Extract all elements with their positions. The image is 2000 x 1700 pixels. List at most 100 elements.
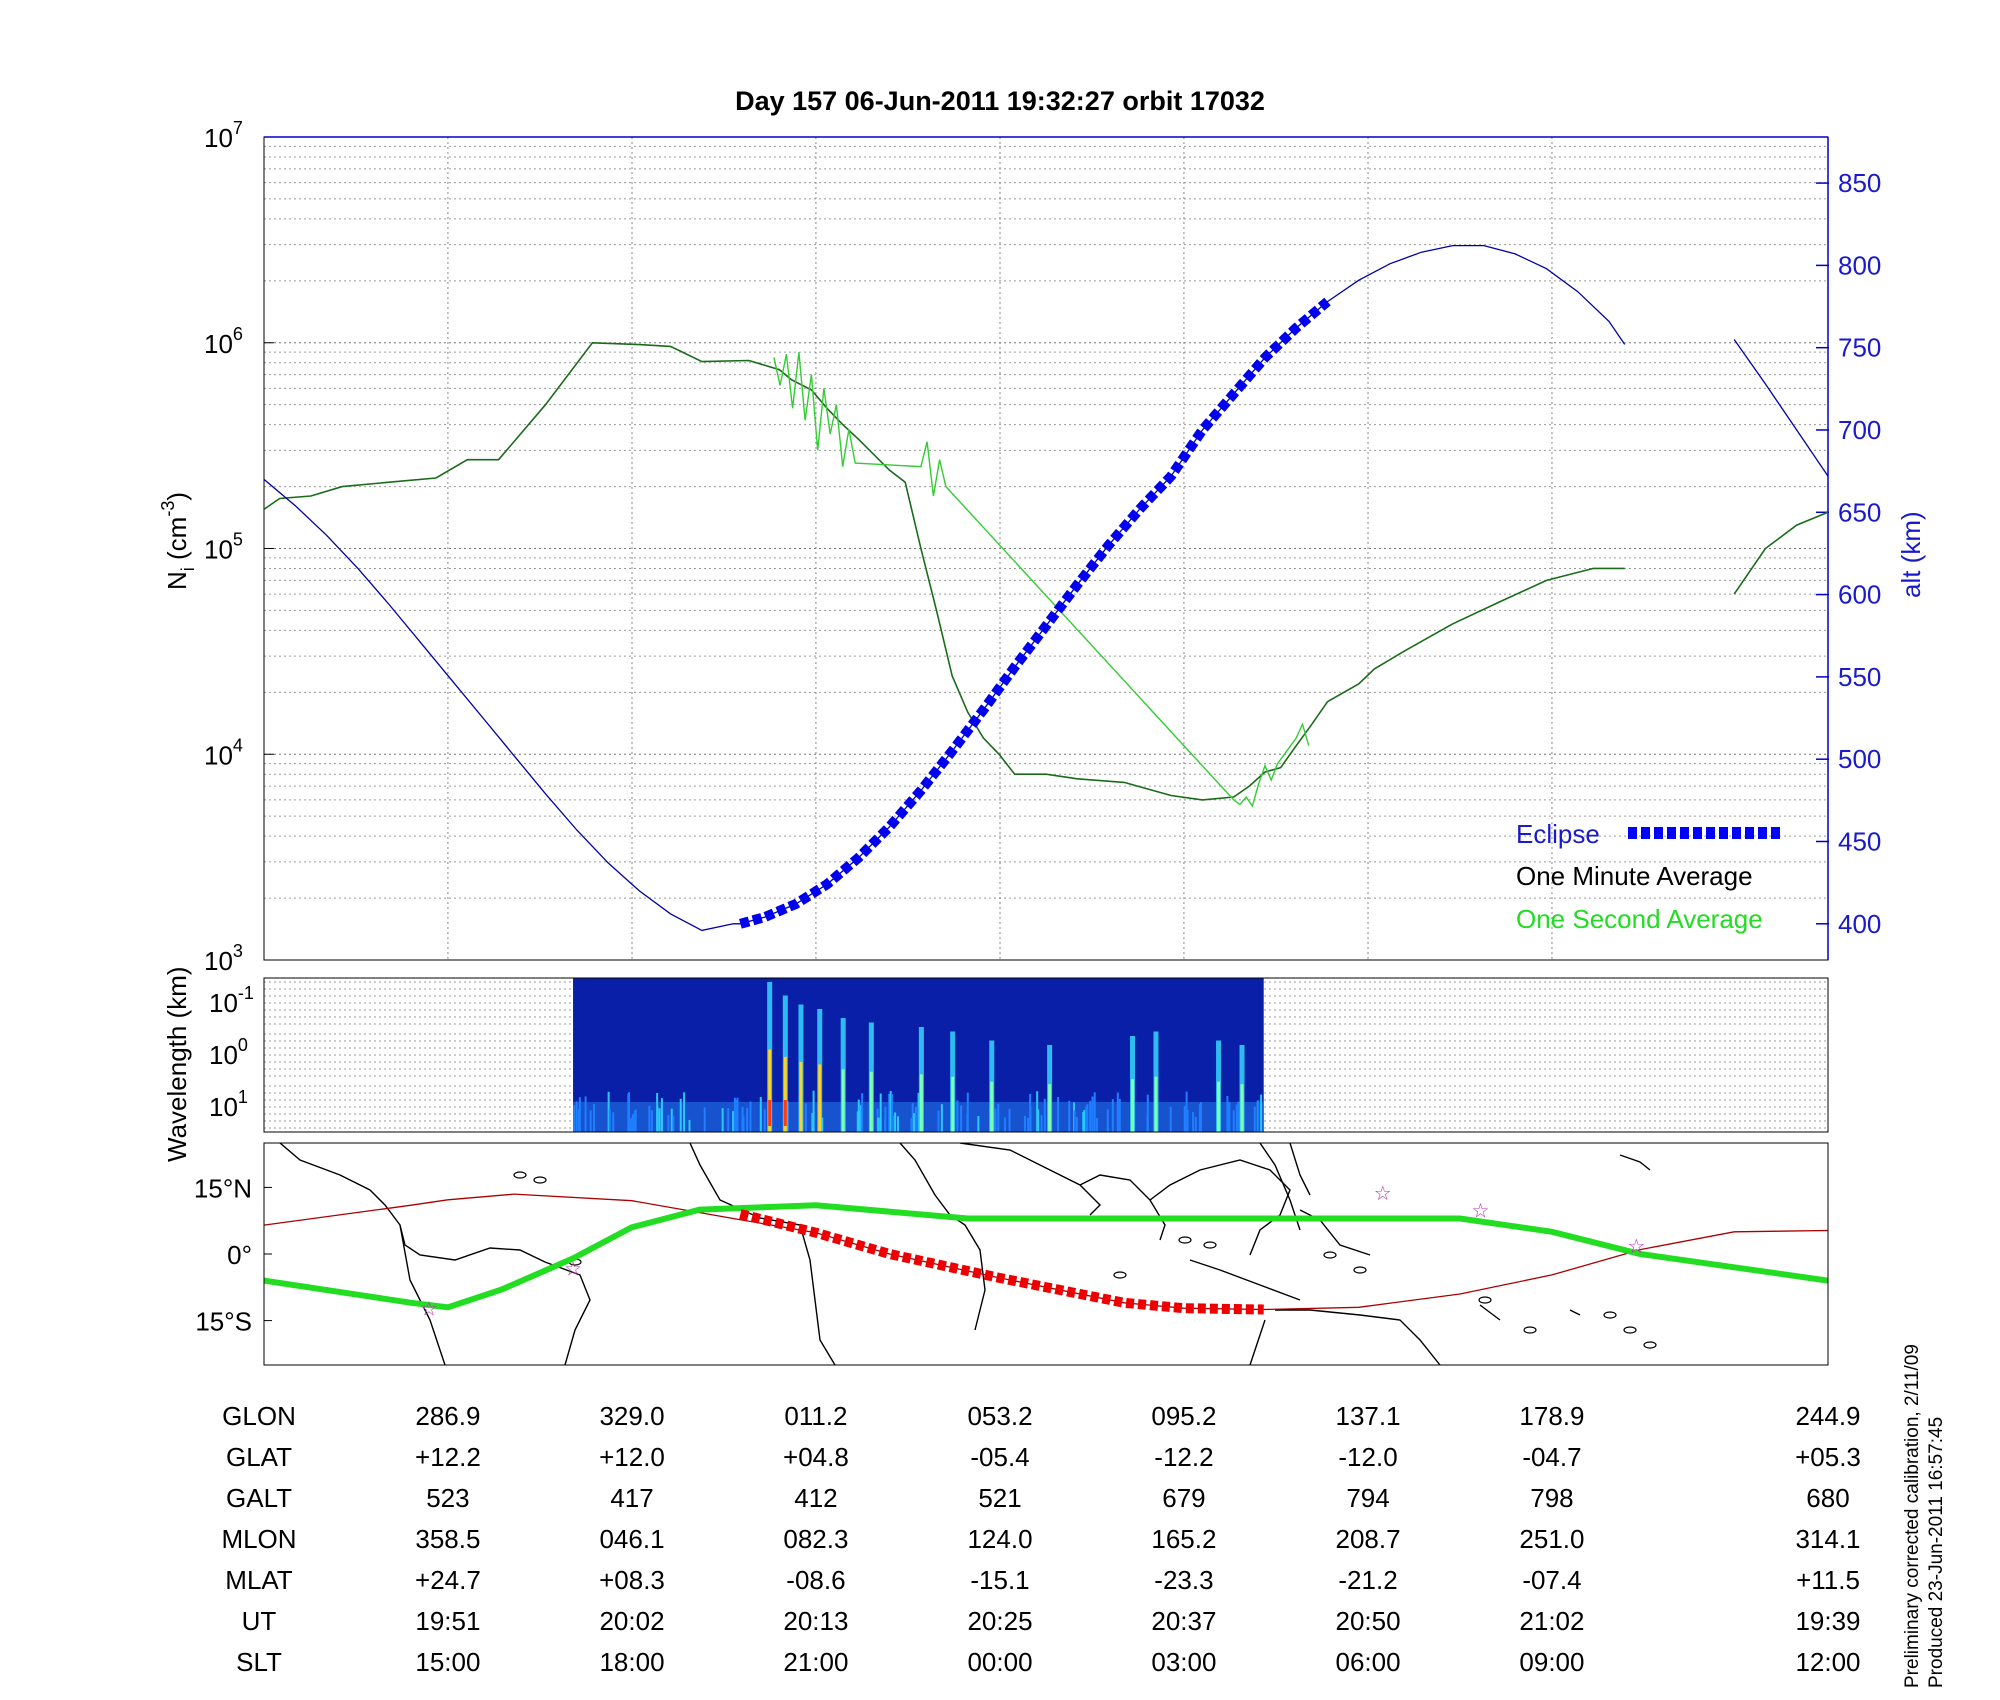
table-cell: 798	[1530, 1483, 1573, 1513]
spectrogram-streak	[1146, 1094, 1149, 1132]
spectrogram-streak	[804, 1103, 807, 1132]
spectrogram-streak	[1057, 1097, 1060, 1132]
spectrogram-streak	[1192, 1112, 1195, 1132]
spectrogram-burst-core	[951, 1076, 955, 1132]
table-cell: 178.9	[1519, 1401, 1584, 1431]
coastline	[1249, 1319, 1266, 1365]
table-cell: 680	[1806, 1483, 1849, 1513]
spectrogram-streak	[656, 1093, 659, 1132]
star-marker: ☆	[1471, 1199, 1489, 1223]
eclipse-track-line	[739, 1209, 1264, 1315]
spectrogram-streak	[727, 1108, 730, 1132]
spectrogram-streak	[650, 1110, 653, 1132]
spectrogram-image	[573, 978, 1264, 1132]
spectrogram-streak	[894, 1112, 897, 1132]
spectrogram-streak	[912, 1113, 915, 1132]
table-cell: 21:02	[1519, 1606, 1584, 1636]
legend-one-minute-label: One Minute Average	[1516, 861, 1753, 891]
latitude-tick-label: 15°S	[195, 1307, 252, 1337]
spectrogram-streak	[1257, 1100, 1260, 1132]
spectrogram-streak	[811, 1113, 814, 1132]
table-cell: 358.5	[415, 1524, 480, 1554]
spectrogram-streak	[1169, 1106, 1172, 1132]
spectrogram-streak	[1004, 1117, 1007, 1132]
table-cell: 251.0	[1519, 1524, 1584, 1554]
table-cell: 124.0	[967, 1524, 1032, 1554]
one-minute-average-segment	[1733, 511, 1828, 595]
spectrogram-streak	[670, 1108, 673, 1132]
coastline	[959, 1143, 1101, 1216]
table-cell: 06:00	[1335, 1647, 1400, 1677]
series-layer	[264, 244, 1828, 932]
spectrogram-streak	[940, 1104, 943, 1132]
spectrogram-streak	[721, 1108, 724, 1132]
calibration-note: Preliminary corrected calibration, 2/11/…	[1902, 1344, 1923, 1688]
island	[1353, 1266, 1367, 1274]
figure-title: Day 157 06-Jun-2011 19:32:27 orbit 17032	[735, 86, 1265, 116]
spectrogram-streak	[956, 1100, 959, 1132]
spectrogram-tick-label: 101	[209, 1087, 248, 1122]
spectrogram-streak	[749, 1101, 752, 1132]
spectrogram-streak	[578, 1097, 581, 1132]
table-cell: +08.3	[599, 1565, 665, 1595]
star-marker: ☆	[1374, 1181, 1392, 1205]
spectrogram-tick-label: 100	[209, 1035, 248, 1070]
y-tick-label: 105	[204, 530, 243, 565]
spectrogram-streak	[966, 1092, 969, 1132]
table-cell: 314.1	[1795, 1524, 1860, 1554]
row-label-slt: SLT	[236, 1647, 282, 1677]
spectrogram-streak	[634, 1109, 637, 1132]
coastline	[1299, 1209, 1371, 1256]
island	[513, 1171, 527, 1179]
spectrogram-streak	[916, 1106, 919, 1132]
y-tick-label: 104	[204, 735, 243, 770]
spectrogram-streak	[688, 1119, 691, 1132]
table-cell: 19:51	[415, 1606, 480, 1636]
spectrogram-burst-core	[1217, 1081, 1221, 1132]
coastline	[1259, 1143, 1301, 1231]
spectrogram-burst-core	[919, 1074, 923, 1132]
spectrogram-streak	[897, 1116, 900, 1132]
spectrogram-streak	[861, 1093, 864, 1132]
legend-eclipse-label: Eclipse	[1516, 819, 1600, 849]
coastline	[1189, 1259, 1301, 1301]
coastline	[1289, 1143, 1311, 1196]
island	[1323, 1251, 1337, 1259]
star-marker: ☆	[420, 1296, 438, 1320]
table-cell: +12.0	[599, 1442, 665, 1472]
spectrogram-burst-core	[1131, 1079, 1135, 1132]
table-cell: 20:37	[1151, 1606, 1216, 1636]
table-cell: +24.7	[415, 1565, 481, 1595]
spectrogram-streak	[1186, 1109, 1189, 1132]
island	[1203, 1241, 1217, 1249]
spectrogram-streak	[1095, 1117, 1098, 1132]
produced-note: Produced 23-Jun-2011 16:57:45	[1926, 1416, 1947, 1688]
spectrogram-streak	[667, 1115, 670, 1132]
spectrogram-streak	[977, 1116, 980, 1132]
spectrogram-panel: 10-1 100 101 Wavelength (km)	[162, 966, 1829, 1162]
table-cell: 21:00	[783, 1647, 848, 1677]
table-cell: -12.2	[1154, 1442, 1213, 1472]
row-label-glat: GLAT	[226, 1442, 292, 1472]
spectrogram-streak	[1086, 1104, 1089, 1132]
spectrogram-streak	[1043, 1098, 1046, 1132]
y2-tick-label: 450	[1838, 826, 1881, 856]
table-cell: 794	[1346, 1483, 1389, 1513]
table-cell: 208.7	[1335, 1524, 1400, 1554]
spectrogram-streak	[742, 1116, 745, 1132]
table-cell: 011.2	[784, 1401, 847, 1431]
spectrogram-streak	[733, 1097, 736, 1132]
one-minute-average-line	[264, 341, 1625, 801]
spectrogram-streak	[683, 1092, 686, 1132]
table-cell: 679	[1162, 1483, 1205, 1513]
coastline	[1149, 1159, 1291, 1256]
spectrogram-streak	[1037, 1109, 1040, 1132]
spectrogram-streak	[1089, 1100, 1092, 1132]
spectrogram-streak	[679, 1098, 682, 1132]
spectrogram-streak	[1027, 1117, 1030, 1132]
spectrogram-streak	[612, 1112, 615, 1132]
spectrogram-streak	[1082, 1111, 1085, 1132]
coastline	[399, 1224, 446, 1365]
row-label-mlat: MLAT	[225, 1565, 293, 1595]
spectrogram-burst-core	[1154, 1076, 1158, 1132]
